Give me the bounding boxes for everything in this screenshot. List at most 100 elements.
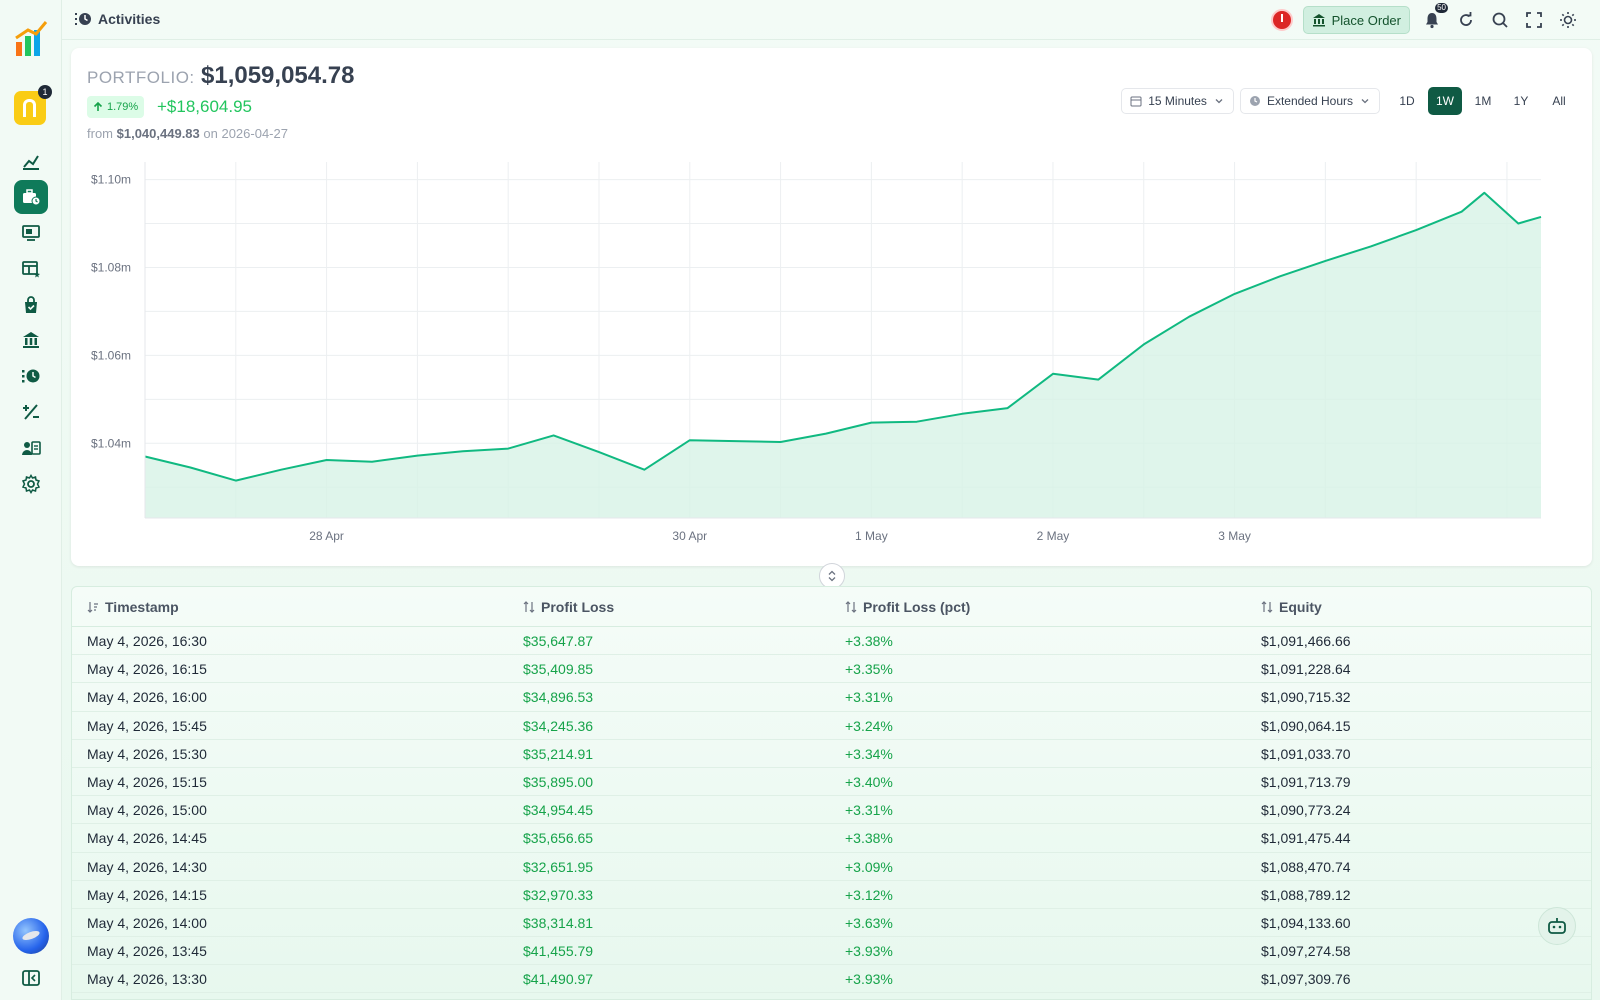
sidebar-item-chart-line[interactable]: [14, 144, 48, 178]
cell-timestamp: May 4, 2026, 14:30: [87, 858, 207, 875]
range-button-1w[interactable]: 1W: [1428, 87, 1462, 115]
cell-timestamp: May 4, 2026, 16:15: [87, 661, 207, 678]
sort-icon: [1261, 601, 1273, 613]
alarm-icon[interactable]: [1270, 9, 1293, 31]
activity-history-icon: [22, 369, 40, 383]
assistant-button[interactable]: [1538, 907, 1576, 945]
resize-handle[interactable]: [819, 563, 845, 589]
cell-profit-loss: $32,970.33: [523, 886, 594, 903]
table-row[interactable]: May 4, 2026, 14:45 $35,656.65 +3.38% $1,091…: [72, 824, 1591, 853]
badge-count: 1: [38, 85, 52, 99]
column-timestamp[interactable]: Timestamp: [87, 587, 179, 627]
column-equity[interactable]: Equity: [1261, 587, 1322, 627]
range-button-1y[interactable]: 1Y: [1513, 94, 1529, 108]
cell-profit-loss-pct: +3.38%: [845, 830, 893, 847]
sort-icon: [523, 601, 535, 613]
cell-equity: $1,094,133.60: [1261, 914, 1351, 931]
search-button[interactable]: [1488, 8, 1512, 32]
sidebar-item-plus-minus[interactable]: [14, 395, 48, 429]
sidebar-item-contacts[interactable]: [14, 431, 48, 465]
table-row[interactable]: May 4, 2026, 14:30 $32,651.95 +3.09% $1,088…: [72, 853, 1591, 881]
range-button-all[interactable]: All: [1552, 94, 1566, 108]
column-profit-loss-pct[interactable]: Profit Loss (pct): [845, 587, 970, 627]
cell-profit-loss-pct: +3.34%: [845, 745, 893, 762]
cell-profit-loss: $41,490.97: [523, 971, 594, 988]
table-row[interactable]: May 4, 2026, 15:30 $35,214.91 +3.34% $1,091…: [72, 740, 1591, 768]
table-row[interactable]: May 4, 2026, 16:15 $35,409.85 +3.35% $1,091…: [72, 655, 1591, 684]
table-row[interactable]: May 4, 2026, 16:00 $34,896.53 +3.31% $1,090…: [72, 683, 1591, 712]
table-row[interactable]: May 4, 2026, 14:15 $32,970.33 +3.12% $1,088…: [72, 881, 1591, 909]
interval-select[interactable]: 15 Minutes: [1121, 88, 1234, 114]
search-icon: [1492, 12, 1508, 28]
theme-toggle-button[interactable]: [1556, 8, 1580, 32]
table-row[interactable]: May 4, 2026, 13:30 $41,490.97 +3.93% $1,097…: [72, 965, 1591, 994]
cell-timestamp: May 4, 2026, 14:15: [87, 886, 207, 903]
cell-profit-loss-pct: +3.09%: [845, 858, 893, 875]
sort-desc-icon: [87, 602, 98, 613]
sidebar-item-table-star[interactable]: [14, 252, 48, 286]
from-prefix: from: [87, 126, 113, 141]
column-label: Profit Loss (pct): [863, 599, 971, 615]
cell-equity: $1,090,773.24: [1261, 802, 1351, 819]
cell-profit-loss: $34,954.45: [523, 802, 594, 819]
app-logo[interactable]: [14, 20, 48, 60]
page-title: Activities: [74, 10, 160, 28]
table-row[interactable]: May 4, 2026, 13:45 $41,455.79 +3.93% $1,097…: [72, 937, 1591, 966]
cell-profit-loss-pct: +3.31%: [845, 802, 893, 819]
table-row[interactable]: May 4, 2026, 15:00 $34,954.45 +3.31% $1,090…: [72, 796, 1591, 825]
avatar[interactable]: [13, 918, 49, 954]
column-label: Timestamp: [105, 599, 179, 615]
place-order-button[interactable]: Place Order: [1302, 6, 1410, 34]
table-row[interactable]: May 4, 2026, 15:45 $34,245.36 +3.24% $1,090…: [72, 712, 1591, 740]
range-button-1d[interactable]: 1D: [1399, 94, 1415, 108]
cell-profit-loss: $35,895.00: [523, 773, 594, 790]
cell-timestamp: May 4, 2026, 15:15: [87, 773, 207, 790]
portfolio-value: $1,059,054.78: [201, 62, 355, 89]
notifications-button[interactable]: 50: [1420, 3, 1448, 32]
refresh-button[interactable]: [1454, 8, 1478, 32]
sidebar-item-activity-history[interactable]: [14, 359, 48, 393]
sidebar: 1: [0, 0, 62, 1000]
fullscreen-button[interactable]: [1522, 8, 1546, 32]
sidebar-collapse-icon[interactable]: [21, 968, 41, 988]
robot-icon: [1548, 918, 1566, 934]
x-tick-label: 28 Apr: [309, 529, 344, 543]
cell-profit-loss: $35,647.87: [523, 633, 594, 649]
sidebar-item-briefcase-clock[interactable]: [14, 180, 48, 214]
page-title-text: Activities: [98, 11, 161, 27]
sidebar-item-shopping-bag[interactable]: [14, 288, 48, 322]
table-row[interactable]: May 4, 2026, 14:00 $38,314.81 +3.63% $1,094…: [72, 909, 1591, 938]
cell-profit-loss: $34,896.53: [523, 689, 594, 706]
cell-profit-loss-pct: +3.12%: [845, 886, 893, 903]
column-profit-loss[interactable]: Profit Loss: [523, 587, 614, 627]
cell-equity: $1,088,789.12: [1261, 886, 1351, 903]
table-row[interactable]: May 4, 2026, 15:15 $35,895.00 +3.40% $1,091…: [72, 768, 1591, 797]
monitor-icon: [22, 225, 40, 241]
x-tick-label: 1 May: [855, 529, 888, 543]
cell-timestamp: May 4, 2026, 13:45: [87, 943, 207, 960]
session-select[interactable]: Extended Hours: [1239, 88, 1380, 114]
cell-profit-loss: $35,656.65: [523, 830, 594, 847]
sidebar-item-bank[interactable]: [14, 323, 48, 357]
cell-equity: $1,090,715.32: [1261, 689, 1351, 706]
cell-equity: $1,097,274.58: [1261, 943, 1351, 960]
shopping-bag-icon: [25, 296, 37, 313]
absolute-change: +$18,604.95: [157, 97, 253, 116]
portfolio-chart[interactable]: $1.10m $1.08m $1.06m $1.04m 28 Apr 30 Apr 1 Ma…: [71, 148, 1592, 558]
refresh-icon: [1460, 12, 1472, 26]
cell-profit-loss-pct: +3.93%: [845, 943, 893, 960]
account-badge[interactable]: 1: [14, 85, 52, 125]
sidebar-item-settings-gear[interactable]: [14, 467, 48, 501]
bank-icon: [1312, 14, 1325, 27]
sidebar-item-monitor[interactable]: [14, 216, 48, 250]
table-row[interactable]: May 4, 2026, 16:30 $35,647.87 +3.38% $1,091…: [72, 627, 1591, 656]
cell-profit-loss: $41,455.79: [523, 943, 594, 960]
range-button-1m[interactable]: 1M: [1474, 94, 1492, 108]
portfolio-label: PORTFOLIO:: [87, 68, 195, 87]
cell-profit-loss-pct: +3.31%: [845, 689, 893, 706]
y-tick-label: $1.04m: [91, 436, 131, 450]
x-tick-label: 3 May: [1218, 529, 1251, 543]
chart-line-icon: [23, 155, 39, 170]
sun-icon: [1560, 12, 1576, 28]
chevron-down-icon: [1215, 99, 1223, 104]
